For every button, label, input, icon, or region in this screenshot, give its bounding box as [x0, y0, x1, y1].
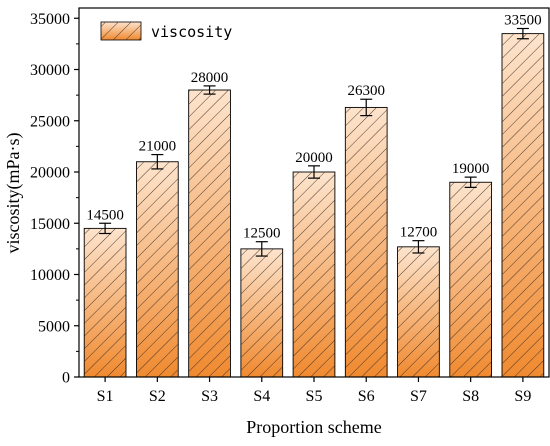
error-bar-S4: [255, 241, 268, 257]
x-tick-label-S2: S2: [149, 388, 166, 405]
bar-S1: [83, 227, 127, 378]
error-bar-S6: [360, 98, 373, 117]
data-labels-layer: 14500 21000 28000 12500 20000 26300 12700 19000…: [86, 13, 541, 242]
y-tick-label: 35000: [30, 11, 70, 28]
error-bar-S9: [516, 27, 529, 40]
data-label-S8: 19000: [452, 161, 490, 177]
bar-hatch: [397, 246, 440, 377]
x-tick-label-S6: S6: [358, 388, 375, 405]
error-bar-S2: [151, 153, 164, 170]
x-tick-label-S7: S7: [410, 388, 427, 405]
x-tick-label-S8: S8: [462, 388, 479, 405]
y-tick-label: 15000: [30, 216, 70, 233]
legend-swatch-hatch: [101, 22, 141, 40]
x-tick-label-S4: S4: [253, 388, 270, 405]
x-tick-label-S1: S1: [97, 388, 114, 405]
y-tick-label: 5000: [38, 318, 70, 335]
error-bar-S3: [203, 85, 216, 95]
bar-S2: [135, 161, 179, 378]
data-label-S2: 21000: [139, 139, 177, 155]
bar-hatch: [502, 33, 544, 377]
legend: viscosity: [100, 21, 232, 41]
x-axis: S1 S2 S3 S4 S5 S6 S7 S8 S9: [97, 377, 531, 405]
y-tick-label: 25000: [30, 113, 70, 130]
bar-hatch: [293, 172, 335, 377]
y-axis-title: viscosity(mPa·s): [3, 133, 24, 254]
data-label-S5: 20000: [295, 150, 333, 166]
data-label-S6: 26300: [347, 83, 385, 99]
bar-S6: [344, 106, 388, 378]
bars-layer: [83, 33, 545, 378]
bar-S4: [240, 248, 284, 378]
error-bars-layer: [99, 27, 529, 257]
error-bar-S8: [464, 176, 477, 188]
data-label-S7: 12700: [400, 225, 438, 241]
error-bar-S1: [99, 222, 112, 235]
bar-S3: [188, 89, 231, 378]
y-axis: 0 5000 10000 15000 20000 25000 30000 35000: [30, 11, 79, 387]
bar-S7: [397, 246, 440, 378]
x-tick-label-S9: S9: [514, 388, 531, 405]
y-tick-label: 20000: [30, 165, 70, 182]
error-bar-S5: [308, 165, 320, 179]
bar-hatch: [188, 90, 231, 377]
bar-S8: [449, 181, 493, 378]
bar-hatch: [136, 161, 179, 377]
bar-hatch: [449, 182, 492, 377]
bar-S9: [501, 33, 545, 378]
y-tick-label: 10000: [30, 267, 70, 284]
x-axis-title: Proportion scheme: [246, 417, 381, 437]
data-label-S3: 28000: [191, 70, 229, 86]
error-bar-S7: [412, 240, 425, 254]
legend-label: viscosity: [151, 23, 232, 41]
bar-S5: [292, 171, 336, 378]
y-tick-label: 0: [62, 370, 70, 387]
bar-hatch: [240, 248, 283, 377]
y-tick-label: 30000: [30, 62, 70, 79]
bar-hatch: [345, 107, 388, 378]
x-tick-label-S5: S5: [306, 388, 323, 405]
data-label-S9: 33500: [504, 13, 542, 29]
x-tick-label-S3: S3: [201, 388, 218, 405]
bar-hatch: [84, 228, 126, 377]
data-label-S1: 14500: [86, 207, 124, 223]
data-label-S4: 12500: [243, 226, 281, 242]
